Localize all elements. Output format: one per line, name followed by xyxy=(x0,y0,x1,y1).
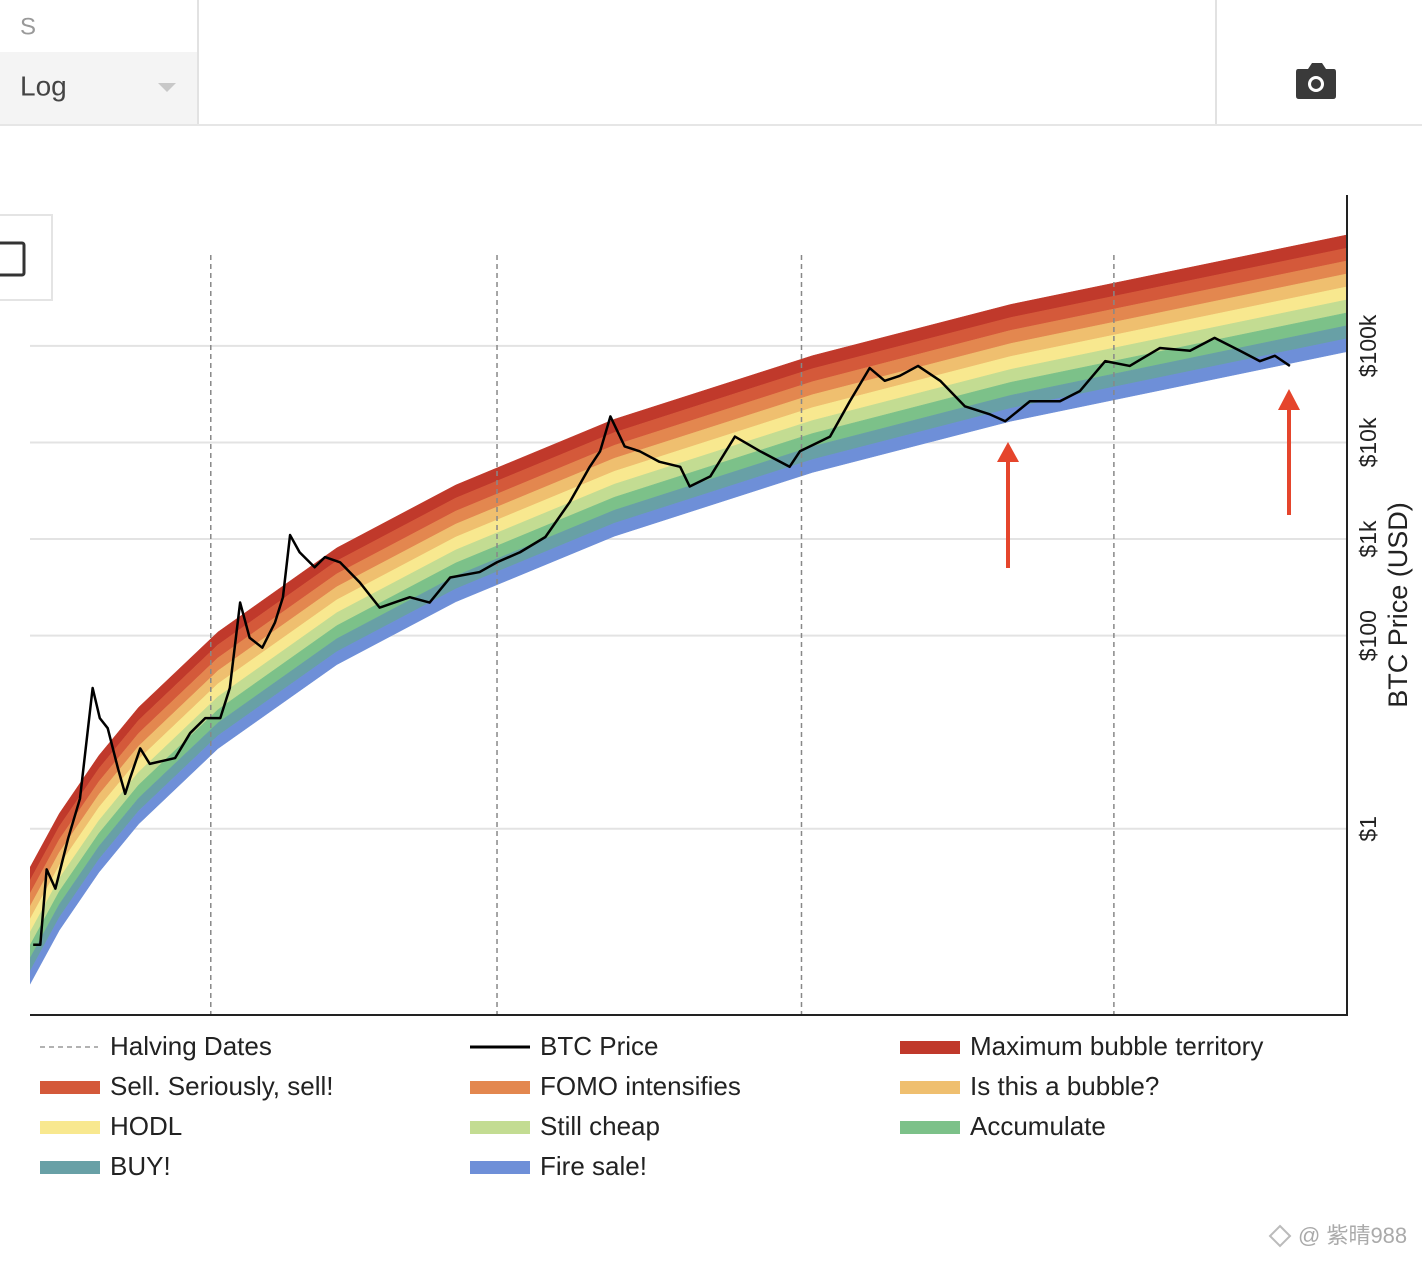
legend-swatch xyxy=(900,1081,960,1094)
y-tick-label: $1 xyxy=(1355,816,1381,842)
legend-label: Maximum bubble territory xyxy=(970,1031,1263,1061)
legend-label: HODL xyxy=(110,1111,182,1141)
legend-label: Is this a bubble? xyxy=(970,1071,1159,1101)
legend-label: Accumulate xyxy=(970,1111,1106,1141)
watermark: @ 紫晴988 xyxy=(1268,1223,1407,1248)
plot-area xyxy=(30,234,1347,1015)
y-tick-label: $100 xyxy=(1355,610,1381,661)
rainbow-band xyxy=(30,338,1347,985)
side-button-frame[interactable] xyxy=(0,214,53,301)
dropdown-arrow[interactable] xyxy=(158,83,176,92)
y-ticks: $1 $100 $1k $10k $100k xyxy=(1355,314,1381,842)
camera-lens-inner[interactable] xyxy=(1311,79,1321,89)
legend-swatch xyxy=(470,1161,530,1174)
legend-label: Sell. Seriously, sell! xyxy=(110,1071,334,1101)
legend: Halving Dates BTC Price Maximum bubble ter… xyxy=(40,1031,1263,1181)
legend-label: FOMO intensifies xyxy=(540,1071,741,1101)
scale-select-value[interactable]: Log xyxy=(20,70,67,101)
legend-label: Halving Dates xyxy=(110,1031,272,1061)
legend-swatch xyxy=(900,1041,960,1054)
y-axis-title: BTC Price (USD) xyxy=(1383,502,1413,708)
side-button[interactable] xyxy=(0,214,53,301)
watermark-text: @ 紫晴988 xyxy=(1298,1223,1407,1248)
annotation-arrow xyxy=(997,442,1019,568)
legend-swatch xyxy=(40,1121,100,1134)
price-line xyxy=(33,336,1291,946)
y-tick-label: $1k xyxy=(1355,520,1381,558)
partial-label: S xyxy=(20,13,36,40)
legend-swatch xyxy=(40,1081,100,1094)
camera-button[interactable] xyxy=(1296,63,1336,99)
legend-label: Still cheap xyxy=(540,1111,660,1141)
y-tick-label: $10k xyxy=(1355,417,1381,467)
legend-label: Fire sale! xyxy=(540,1151,647,1181)
legend-swatch xyxy=(40,1161,100,1174)
legend-label: BUY! xyxy=(110,1151,171,1181)
legend-label: BTC Price xyxy=(540,1031,658,1061)
legend-swatch xyxy=(470,1081,530,1094)
legend-swatch xyxy=(900,1121,960,1134)
legend-swatch xyxy=(470,1121,530,1134)
scale-select[interactable]: Log xyxy=(20,70,176,101)
y-tick-label: $100k xyxy=(1355,314,1381,377)
annotation-arrow xyxy=(1278,389,1300,515)
side-button-icon[interactable] xyxy=(0,241,26,277)
